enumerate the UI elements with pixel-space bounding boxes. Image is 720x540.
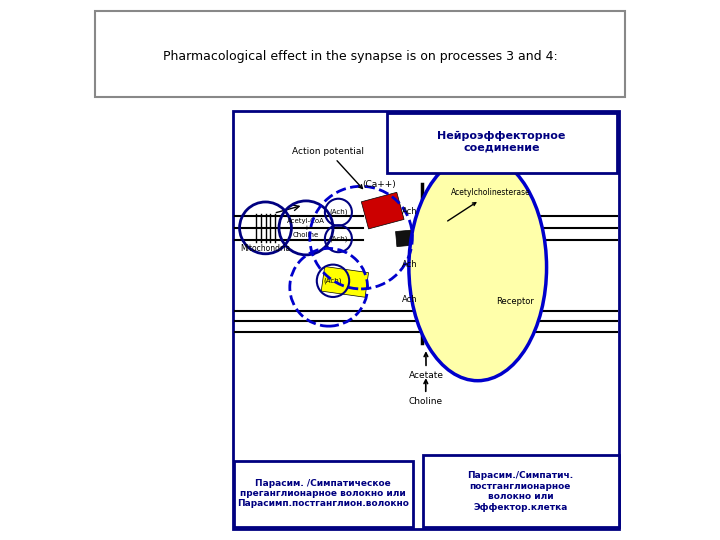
Bar — [428, 291, 441, 316]
Text: (Ach): (Ach) — [329, 235, 348, 242]
Bar — [361, 192, 404, 229]
Bar — [455, 256, 487, 282]
Text: (Ca++): (Ca++) — [362, 180, 396, 189]
FancyBboxPatch shape — [233, 111, 619, 529]
FancyBboxPatch shape — [95, 11, 625, 97]
Text: Pharmacological effect in the synapse is on processes 3 and 4:: Pharmacological effect in the synapse is… — [163, 50, 557, 63]
Bar — [395, 228, 431, 247]
Text: Receptor: Receptor — [496, 297, 534, 306]
Text: Mitochondria: Mitochondria — [240, 244, 291, 253]
FancyBboxPatch shape — [233, 461, 413, 527]
Text: Ach: Ach — [402, 295, 418, 304]
FancyBboxPatch shape — [387, 113, 616, 173]
Text: Парасим. /Симпатическое
преганглионарное волокно или
Парасимп.постганглион.волок: Парасим. /Симпатическое преганглионарное… — [238, 478, 409, 509]
Ellipse shape — [409, 154, 546, 381]
Text: Acetyl-CoA
+
Choline: Acetyl-CoA + Choline — [287, 218, 325, 238]
Bar — [441, 281, 475, 305]
Bar — [444, 264, 476, 285]
Text: Ach: Ach — [402, 207, 418, 216]
Text: Acetate: Acetate — [409, 353, 444, 380]
Text: Ach: Ach — [402, 260, 418, 269]
Text: Парасим./Симпатич.
постганглионарное
волокно или
Эффектор.клетка: Парасим./Симпатич. постганглионарное вол… — [467, 471, 573, 511]
Bar — [448, 298, 477, 320]
Bar — [449, 218, 487, 249]
Bar — [419, 231, 461, 257]
Text: (Ach): (Ach) — [329, 209, 348, 215]
Text: (Ach): (Ach) — [324, 278, 342, 284]
FancyBboxPatch shape — [423, 455, 618, 527]
Bar — [321, 267, 369, 297]
Text: Acetylcholinesterase: Acetylcholinesterase — [448, 188, 531, 221]
Text: Нейроэффекторное
соединение: Нейроэффекторное соединение — [437, 131, 566, 153]
Text: Action potential: Action potential — [292, 147, 364, 188]
Bar — [452, 278, 484, 303]
Text: Choline: Choline — [409, 380, 443, 406]
Bar — [449, 241, 485, 269]
